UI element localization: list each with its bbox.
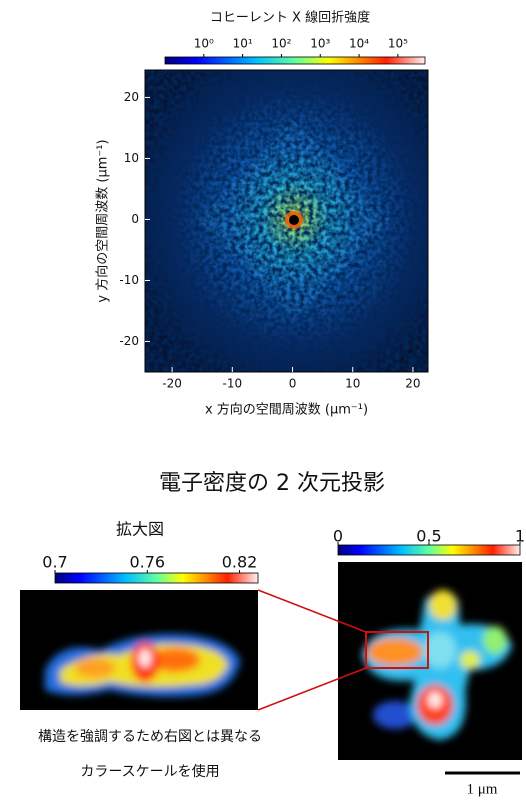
colorbar-tick-label: 0.7 <box>42 553 67 572</box>
y-tick-label: -10 <box>119 273 139 287</box>
figure: 電子密度の 2 次元投影 構造を強調するため右図とは異なる カ <box>0 0 526 803</box>
x-tick-label: 20 <box>405 377 420 391</box>
colorbar-tick-label: 0.5 <box>416 527 441 546</box>
colorbar-tick-label: 10⁴ <box>349 37 369 51</box>
colorbar-title: 拡大図 <box>116 520 164 539</box>
y-axis-label: y 方向の空間周波数 (μm⁻¹) <box>95 139 111 302</box>
colorbar <box>55 573 258 583</box>
annotation: カラースケールを使用 <box>80 763 219 780</box>
zoom-image <box>20 590 258 710</box>
x-tick-label: -10 <box>223 377 243 391</box>
x-tick-label: 0 <box>289 377 297 391</box>
colorbar-title: コヒーレント X 線回折強度 <box>210 10 370 26</box>
colorbar-tick-label: 1 <box>515 527 525 546</box>
colorbar-tick-label: 0 <box>333 527 343 546</box>
colorbar-tick-label: 10⁵ <box>388 37 408 51</box>
colorbar-tick-label: 10⁰ <box>194 37 214 51</box>
diffraction-image <box>145 70 428 372</box>
annotation: 構造を強調するため右図とは異なる <box>38 729 262 745</box>
x-tick-label: -20 <box>162 377 182 391</box>
colorbar-tick-label: 10² <box>271 37 291 51</box>
y-tick-label: 0 <box>131 212 139 226</box>
colorbar-tick-label: 10³ <box>310 37 330 51</box>
colorbar-tick-label: 0.82 <box>222 553 258 572</box>
colorbar <box>165 57 425 64</box>
y-tick-label: -20 <box>119 334 139 348</box>
y-tick-label: 20 <box>124 90 139 104</box>
scale-bar-label: 1 μm <box>467 781 498 797</box>
x-axis-label: x 方向の空間周波数 (μm⁻¹) <box>205 402 368 418</box>
colorbar-tick-label: 0.76 <box>129 553 165 572</box>
colorbar <box>338 545 520 555</box>
y-tick-label: 10 <box>124 151 139 165</box>
x-tick-label: 10 <box>345 377 360 391</box>
section-title: 電子密度の 2 次元投影 <box>159 471 385 496</box>
colorbar-tick-label: 10¹ <box>233 37 253 51</box>
